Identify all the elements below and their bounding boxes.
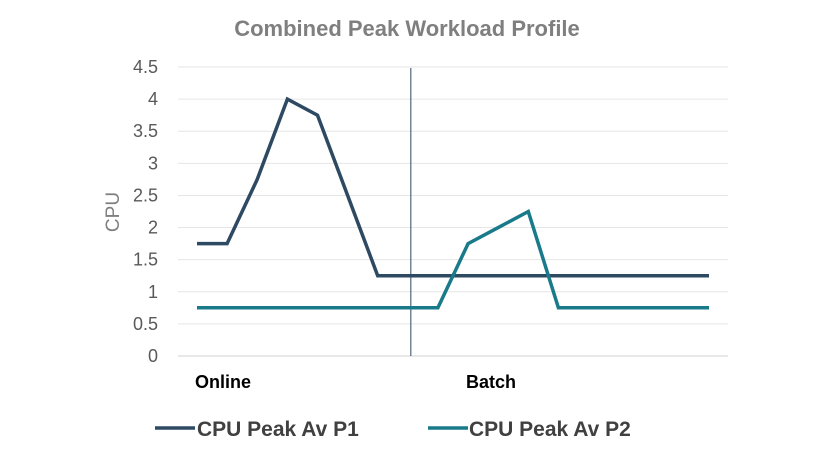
y-tick-label: 1 [148, 282, 158, 302]
y-tick-label: 4.5 [133, 57, 158, 77]
legend-label: CPU Peak Av P1 [197, 418, 359, 441]
y-tick-label: 0.5 [133, 314, 158, 334]
chart-title: Combined Peak Workload Profile [234, 16, 580, 41]
y-tick-label: 3.5 [133, 121, 158, 141]
series-line-1 [197, 96, 709, 278]
y-axis-label: CPU [103, 192, 124, 232]
gridlines [178, 66, 728, 357]
category-label: Online [195, 372, 251, 392]
category-label: Batch [466, 372, 516, 392]
y-axis-ticks: 0 0.5 1 1.5 2 2.5 3 3.5 4 4.5 [133, 57, 158, 366]
legend: CPU Peak Av P1 CPU Peak Av P2 [155, 418, 631, 441]
y-tick-label: 2 [148, 218, 158, 238]
y-tick-label: 0 [148, 346, 158, 366]
y-tick-label: 4 [148, 89, 158, 109]
series-line-2 [197, 208, 709, 310]
y-tick-label: 3 [148, 153, 158, 173]
y-tick-label: 1.5 [133, 250, 158, 270]
y-tick-label: 2.5 [133, 185, 158, 205]
legend-label: CPU Peak Av P2 [469, 418, 631, 441]
series-lines [197, 96, 709, 310]
category-labels: Online Batch [195, 372, 516, 392]
